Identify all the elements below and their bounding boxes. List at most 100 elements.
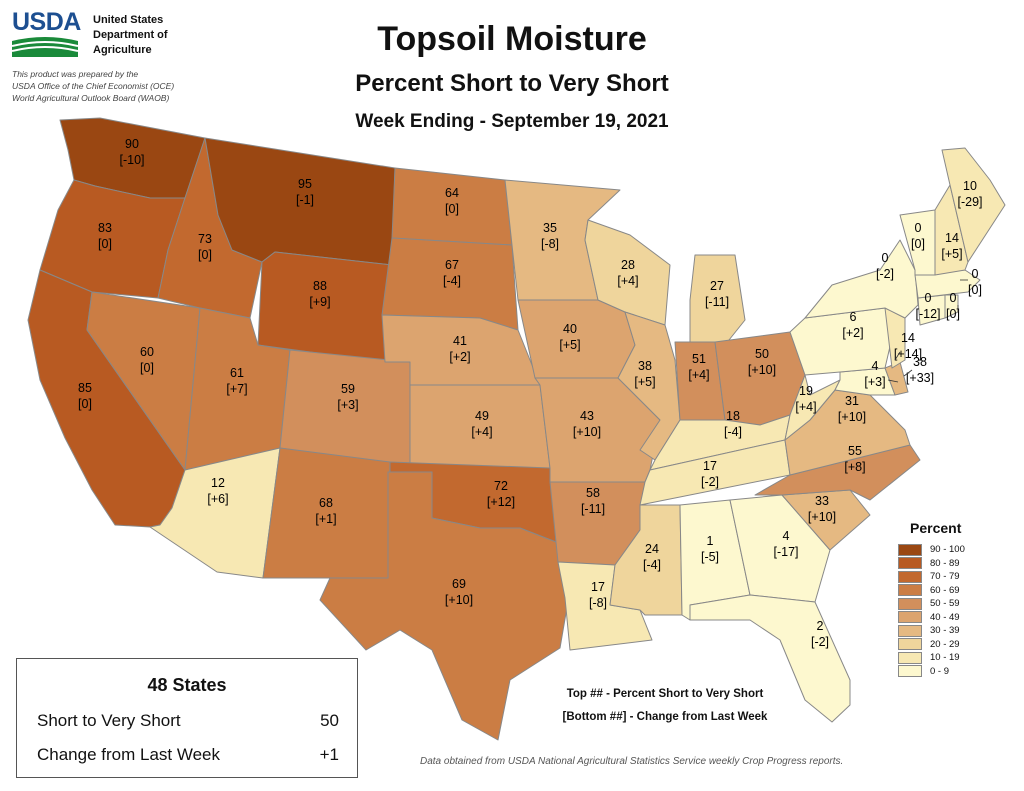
- state-change-label-ne: [+2]: [449, 350, 470, 364]
- state-value-label-ny: 0: [882, 251, 889, 265]
- agency-line: Agriculture: [93, 44, 152, 56]
- state-value-label-wi: 28: [621, 258, 635, 272]
- state-value-label-wv: 19: [799, 384, 813, 398]
- legend-range-label: 20 - 29: [930, 638, 960, 650]
- state-value-label-ky: 18: [726, 409, 740, 423]
- state-value-label-ut: 61: [230, 366, 244, 380]
- state-change-label-fl: [-2]: [811, 635, 829, 649]
- state-tn: [639, 439, 791, 506]
- summary-title: 48 States: [147, 675, 227, 695]
- state-value-label-wa: 90: [125, 137, 139, 151]
- state-change-label-me: [-29]: [957, 195, 982, 209]
- state-change-label-oh: [+10]: [748, 363, 776, 377]
- state-value-label-md: 4: [872, 359, 879, 373]
- state-change-label-mo: [+10]: [573, 425, 601, 439]
- leader-line-md: [887, 379, 899, 383]
- state-change-label-id: [0]: [198, 248, 212, 262]
- state-change-label-az: [+6]: [207, 492, 228, 506]
- state-change-label-ms: [-4]: [643, 558, 661, 572]
- state-value-label-wy: 88: [313, 279, 327, 293]
- summary-row-change: Change from Last Week +1: [37, 745, 339, 765]
- state-value-label-me: 10: [963, 179, 977, 193]
- state-change-label-ut: [+7]: [226, 382, 247, 396]
- legend-swatch: [898, 651, 922, 664]
- legend-item: 0 - 9: [898, 665, 965, 679]
- state-change-label-sc: [+10]: [808, 510, 836, 524]
- state-change-label-nd: [0]: [445, 202, 459, 216]
- state-change-label-mt: [-1]: [296, 193, 314, 207]
- legend-range-label: 50 - 59: [930, 598, 960, 610]
- state-value-label-nc: 55: [848, 444, 862, 458]
- state-value-label-al: 1: [707, 534, 714, 548]
- state-change-label-nv: [0]: [140, 361, 154, 375]
- state-change-label-tn: [-2]: [701, 475, 719, 489]
- leader-line-nj: [894, 351, 901, 361]
- legend-range-label: 30 - 39: [930, 625, 960, 637]
- state-change-label-nj: [+14]: [894, 347, 922, 361]
- state-value-label-mn: 35: [543, 221, 557, 235]
- state-value-label-tn: 17: [703, 459, 717, 473]
- state-change-label-wa: [-10]: [119, 153, 144, 167]
- legend-item: 30 - 39: [898, 624, 965, 638]
- state-value-label-nv: 60: [140, 345, 154, 359]
- agency-line: Department of: [93, 29, 168, 41]
- state-change-label-ct: [-12]: [915, 307, 940, 321]
- legend-swatch: [898, 557, 922, 570]
- credit-line: World Agricultural Outlook Board (WAOB): [12, 93, 170, 103]
- legend-item: 50 - 59: [898, 597, 965, 611]
- state-value-label-la: 17: [591, 580, 605, 594]
- state-change-label-ok: [+12]: [487, 495, 515, 509]
- state-il: [617, 311, 681, 461]
- state-change-label-ks: [+4]: [471, 425, 492, 439]
- state-value-label-ks: 49: [475, 409, 489, 423]
- state-value-label-or: 83: [98, 221, 112, 235]
- map-title: Topsoil Moisture: [377, 20, 647, 58]
- summary-short-label: Short to Very Short: [37, 711, 181, 730]
- state-change-label-nm: [+1]: [315, 512, 336, 526]
- summary-box: 48 States Short to Very Short 50 Change …: [16, 658, 358, 778]
- state-change-label-ga: [-17]: [773, 545, 798, 559]
- state-change-label-mn: [-8]: [541, 237, 559, 251]
- state-value-label-sc: 33: [815, 494, 829, 508]
- legend-swatch: [898, 665, 922, 678]
- state-value-label-nh: 14: [945, 231, 959, 245]
- legend-swatch: [898, 611, 922, 624]
- state-value-label-ri: 0: [950, 291, 957, 305]
- note-top-value: Top ## - Percent Short to Very Short: [566, 688, 764, 700]
- state-value-label-ms: 24: [645, 542, 659, 556]
- state-value-label-il: 38: [638, 359, 652, 373]
- state-nh: [934, 184, 969, 276]
- state-change-label-il: [+5]: [634, 375, 655, 389]
- legend-item: 90 - 100: [898, 543, 965, 557]
- state-change-label-la: [-8]: [589, 596, 607, 610]
- state-change-label-mi: [-11]: [705, 295, 729, 309]
- state-change-label-pa: [+2]: [842, 326, 863, 340]
- usda-logo: USDA: [11, 10, 81, 58]
- legend-range-label: 80 - 89: [930, 557, 960, 569]
- legend-swatch: [898, 624, 922, 637]
- legend: Percent 90 - 100 80 - 89 70 - 79 60 - 69 50 …: [898, 520, 965, 678]
- summary-short-value: 50: [320, 711, 339, 730]
- state-value-label-co: 59: [341, 382, 355, 396]
- state-value-label-fl: 2: [817, 619, 824, 633]
- state-value-label-pa: 6: [850, 310, 857, 324]
- product-credit: This product was prepared by the USDA Of…: [12, 68, 222, 104]
- state-ny: [804, 239, 919, 319]
- week-ending: Week Ending - September 19, 2021: [355, 111, 669, 132]
- legend-item: 10 - 19: [898, 651, 965, 665]
- leader-line-de: [903, 369, 913, 377]
- state-value-label-nm: 68: [319, 496, 333, 510]
- state-change-label-va: [+10]: [838, 410, 866, 424]
- legend-swatch: [898, 638, 922, 651]
- state-value-label-ca: 85: [78, 381, 92, 395]
- state-value-label-ga: 4: [783, 529, 790, 543]
- state-change-label-ky: [-4]: [724, 425, 742, 439]
- state-value-label-nj: 14: [901, 331, 915, 345]
- state-change-label-nc: [+8]: [844, 460, 865, 474]
- state-value-label-id: 73: [198, 232, 212, 246]
- legend-swatch: [898, 543, 922, 556]
- credit-line: USDA Office of the Chief Economist (OCE): [12, 81, 175, 91]
- state-change-label-in: [+4]: [688, 368, 709, 382]
- state-change-label-ca: [0]: [78, 397, 92, 411]
